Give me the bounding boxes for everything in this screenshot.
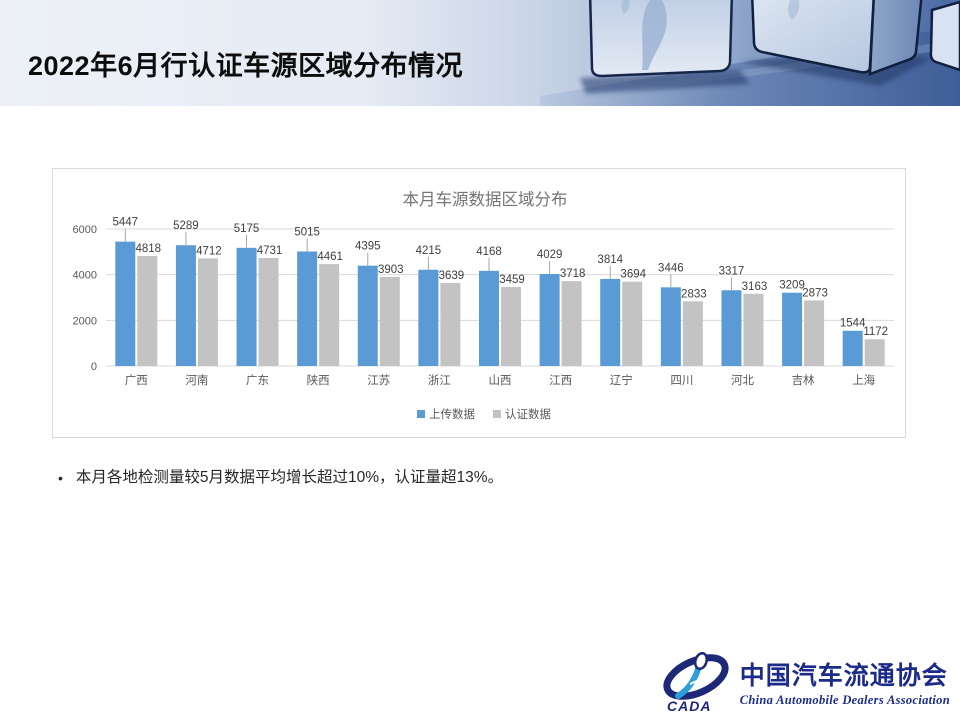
svg-text:江苏: 江苏 xyxy=(367,374,390,387)
svg-text:2000: 2000 xyxy=(73,315,97,327)
svg-text:4461: 4461 xyxy=(317,251,343,263)
svg-text:4168: 4168 xyxy=(476,246,502,258)
svg-text:3718: 3718 xyxy=(560,268,586,280)
svg-text:本月车源数据区域分布: 本月车源数据区域分布 xyxy=(403,190,568,209)
page-title: 2022年6月行认证车源区域分布情况 xyxy=(28,51,464,81)
svg-text:上传数据: 上传数据 xyxy=(429,407,475,421)
svg-text:3694: 3694 xyxy=(620,269,646,281)
svg-text:0: 0 xyxy=(91,361,97,373)
svg-text:陕西: 陕西 xyxy=(307,373,330,387)
svg-text:3459: 3459 xyxy=(499,274,525,286)
svg-text:3317: 3317 xyxy=(719,265,745,277)
svg-text:3639: 3639 xyxy=(439,270,465,282)
cada-acronym: CADA xyxy=(667,698,711,714)
svg-text:4029: 4029 xyxy=(537,249,563,261)
svg-text:5175: 5175 xyxy=(234,223,260,235)
svg-text:3814: 3814 xyxy=(597,254,623,266)
svg-text:1544: 1544 xyxy=(840,318,866,330)
svg-text:2873: 2873 xyxy=(802,287,828,299)
slide-header: 2022年6月行认证车源区域分布情况 xyxy=(0,0,960,106)
bar-chart: 0 2000 4000 6000 本月车源数据区域分布 5447 4818 广西 5289 471… xyxy=(73,190,894,421)
svg-text:1172: 1172 xyxy=(863,326,888,338)
svg-text:3903: 3903 xyxy=(378,264,404,276)
bullet-text: 本月各地检测量较5月数据平均增长超过10%，认证量超13%。 xyxy=(75,469,504,486)
svg-text:4215: 4215 xyxy=(416,245,442,257)
svg-text:4731: 4731 xyxy=(257,245,283,257)
svg-text:4712: 4712 xyxy=(196,245,222,257)
svg-text:2833: 2833 xyxy=(681,288,707,300)
svg-text:3209: 3209 xyxy=(779,280,805,292)
association-name-zh: 中国汽车流通协会 xyxy=(739,663,948,690)
association-logo: CADA 中国汽车流通协会 China Automobile Dealers A… xyxy=(660,650,950,714)
svg-text:3163: 3163 xyxy=(742,281,768,293)
svg-text:5015: 5015 xyxy=(294,226,320,238)
svg-text:广东: 广东 xyxy=(246,374,269,387)
header-cubes-graphic xyxy=(540,0,960,106)
svg-text:浙江: 浙江 xyxy=(428,374,451,387)
svg-text:4000: 4000 xyxy=(73,270,97,282)
chart-panel: 0 2000 4000 6000 本月车源数据区域分布 5447 4818 广西 5289 471… xyxy=(52,168,906,438)
bullet-note: • 本月各地检测量较5月数据平均增长超过10%，认证量超13%。 xyxy=(58,468,898,488)
svg-text:认证数据: 认证数据 xyxy=(505,407,551,421)
svg-text:河北: 河北 xyxy=(731,374,754,387)
svg-text:河南: 河南 xyxy=(185,373,208,387)
svg-text:6000: 6000 xyxy=(73,224,97,236)
svg-text:上海: 上海 xyxy=(852,373,875,387)
svg-text:吉林: 吉林 xyxy=(792,373,815,387)
svg-text:四川: 四川 xyxy=(670,374,693,387)
svg-text:山西: 山西 xyxy=(489,374,512,387)
svg-text:4818: 4818 xyxy=(136,243,162,255)
bullet-marker: • xyxy=(58,470,63,486)
logo-names: 中国汽车流通协会 China Automobile Dealers Associ… xyxy=(740,656,950,708)
svg-text:3446: 3446 xyxy=(658,262,684,274)
association-name-en: China Automobile Dealers Association xyxy=(739,693,950,707)
svg-text:4395: 4395 xyxy=(355,241,381,253)
cada-emblem-icon: CADA xyxy=(663,651,729,714)
svg-text:广西: 广西 xyxy=(125,374,148,387)
svg-text:5289: 5289 xyxy=(173,220,199,232)
svg-text:5447: 5447 xyxy=(113,217,139,229)
svg-text:江西: 江西 xyxy=(549,374,572,387)
svg-text:辽宁: 辽宁 xyxy=(610,373,633,387)
